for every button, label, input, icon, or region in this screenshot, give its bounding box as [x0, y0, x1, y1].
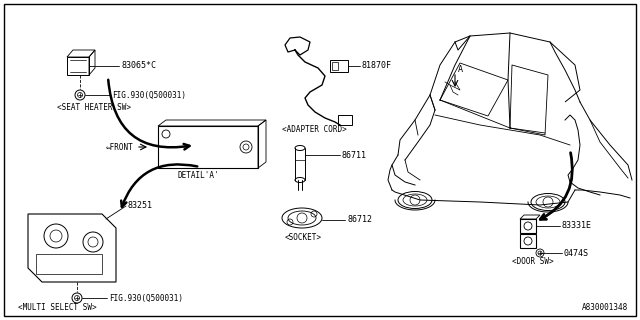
Text: 86712: 86712: [347, 215, 372, 225]
Bar: [520, 234, 536, 248]
Bar: [67, 57, 89, 75]
Text: 0474S: 0474S: [564, 249, 589, 258]
Text: ⇐FRONT: ⇐FRONT: [106, 142, 134, 151]
Text: A: A: [458, 66, 463, 75]
Text: <MULTI SELECT SW>: <MULTI SELECT SW>: [18, 303, 97, 313]
Text: 86711: 86711: [342, 150, 367, 159]
Text: <SEAT HEATER SW>: <SEAT HEATER SW>: [57, 102, 131, 111]
Text: 83251: 83251: [128, 202, 153, 211]
Text: DETAIL'A': DETAIL'A': [178, 172, 220, 180]
Text: 83331E: 83331E: [562, 221, 592, 230]
Text: <ADAPTER CORD>: <ADAPTER CORD>: [282, 125, 347, 134]
Bar: [520, 219, 536, 233]
Text: <SOCKET>: <SOCKET>: [285, 234, 322, 243]
Text: 83065*C: 83065*C: [121, 61, 156, 70]
Bar: [158, 126, 258, 168]
Text: <DOOR SW>: <DOOR SW>: [512, 258, 554, 267]
Bar: [36, 254, 102, 274]
Bar: [332, 62, 338, 70]
Text: FIG.930(Q500031): FIG.930(Q500031): [109, 293, 183, 302]
Text: A830001348: A830001348: [582, 303, 628, 312]
Bar: [330, 60, 348, 72]
Text: FIG.930(Q500031): FIG.930(Q500031): [112, 91, 186, 100]
Bar: [338, 115, 352, 125]
Text: 81870F: 81870F: [362, 61, 392, 70]
